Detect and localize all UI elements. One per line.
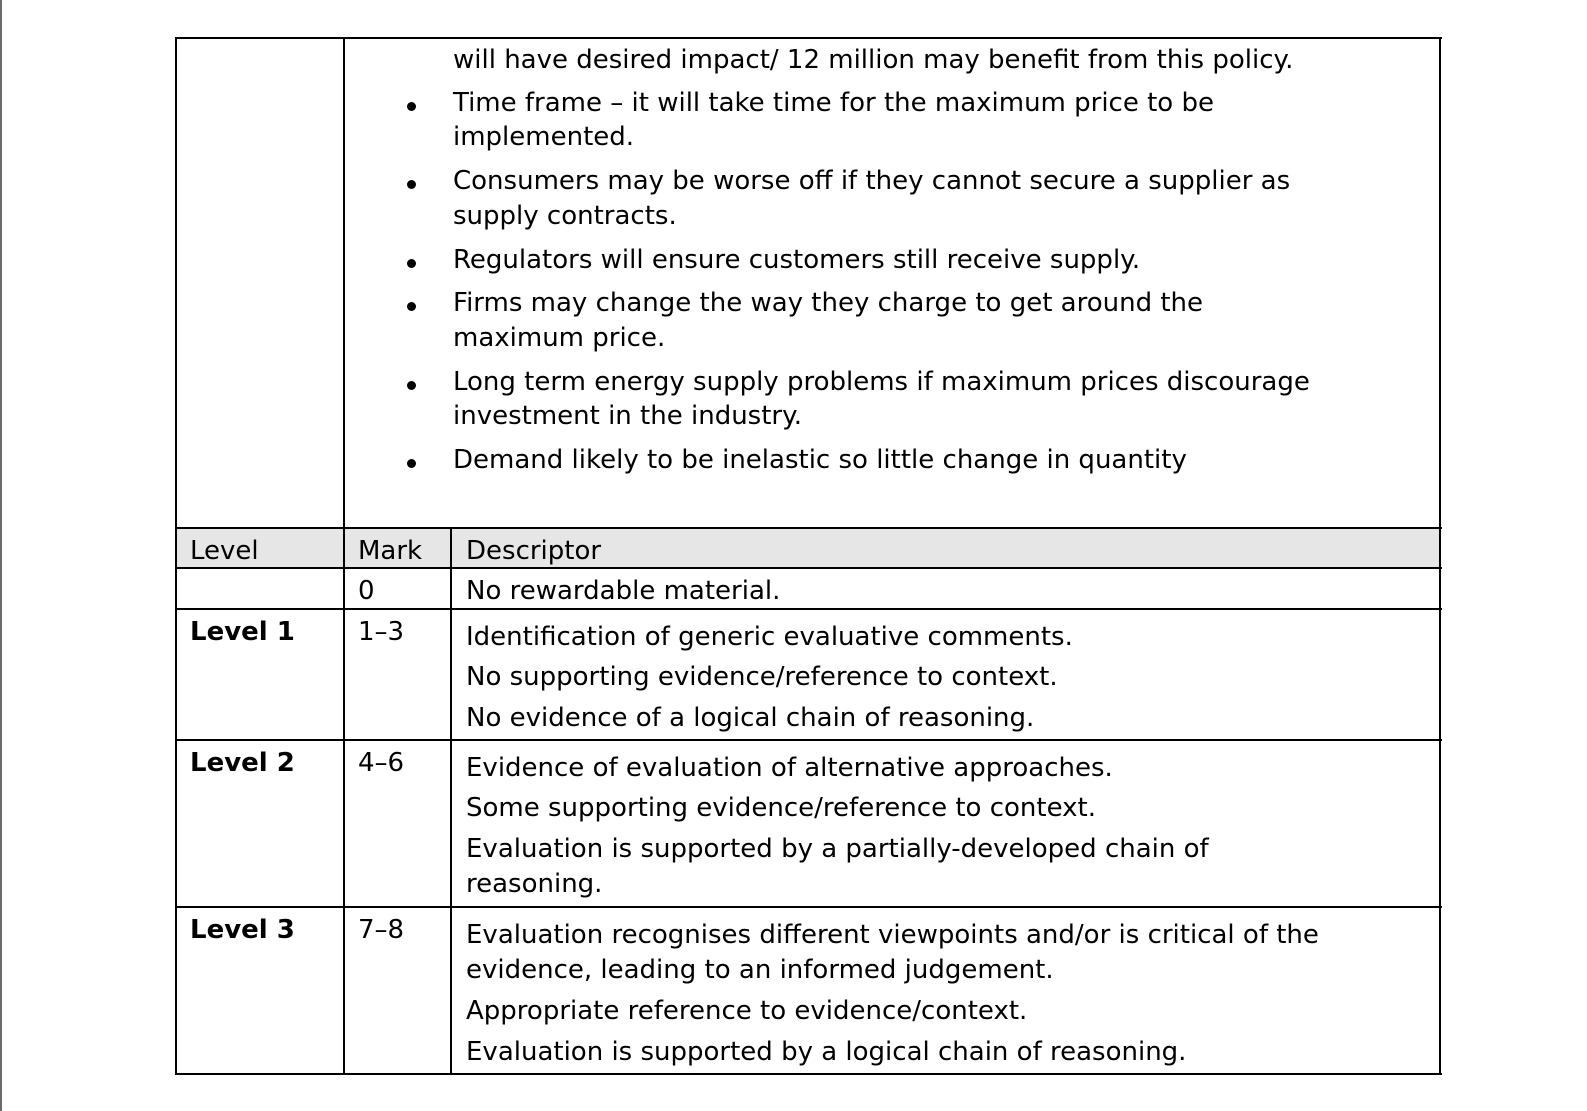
bullet-item-text: Regulators will ensure customers still r… — [453, 245, 1141, 275]
row-descriptor-text: Identification of generic evaluative com… — [466, 622, 1073, 652]
row-level: Level 3 — [190, 915, 295, 945]
bullet-icon — [407, 180, 416, 189]
page-edge — [0, 0, 2, 1111]
row-mark: 4–6 — [358, 748, 405, 778]
bullet-continued-text: will have desired impact/ 12 million may… — [453, 45, 1294, 75]
header-level: Level — [190, 536, 259, 566]
row-descriptor-text: reasoning. — [466, 869, 603, 899]
table-border — [176, 1073, 1442, 1075]
table-border — [176, 527, 1442, 529]
table-border — [176, 567, 1442, 569]
bullet-icon — [407, 259, 416, 268]
bullet-item-text: Time frame – it will take time for the m… — [453, 88, 1214, 118]
table-border — [176, 739, 1442, 741]
row-level: Level 2 — [190, 748, 295, 778]
row-mark: 1–3 — [358, 617, 405, 647]
bullet-item-text: Firms may change the way they charge to … — [453, 288, 1204, 318]
row-descriptor-text: Evaluation is supported by a logical cha… — [466, 1037, 1187, 1067]
bullet-item-text: implemented. — [453, 122, 635, 152]
row-descriptor-text: Evaluation recognises different viewpoin… — [466, 920, 1319, 950]
table-border — [176, 37, 1442, 39]
bullet-icon — [407, 381, 416, 390]
header-mark: Mark — [358, 536, 423, 566]
row-descriptor-text: No evidence of a logical chain of reason… — [466, 703, 1035, 733]
bullet-item-text: supply contracts. — [453, 201, 677, 231]
table-border — [1439, 37, 1441, 1075]
bullet-item-text: Consumers may be worse off if they canno… — [453, 166, 1291, 196]
bullet-item-text: Long term energy supply problems if maxi… — [453, 367, 1310, 397]
header-descriptor: Descriptor — [466, 536, 602, 566]
row-descriptor-text: Evaluation is supported by a partially-d… — [466, 834, 1209, 864]
row-descriptor-text: Some supporting evidence/reference to co… — [466, 793, 1096, 823]
row-descriptor-text: Appropriate reference to evidence/contex… — [466, 996, 1028, 1026]
row-level: Level 1 — [190, 617, 295, 647]
bullet-item-text: Demand likely to be inelastic so little … — [453, 445, 1187, 475]
row-mark: 7–8 — [358, 915, 405, 945]
row-descriptor-text: Evidence of evaluation of alternative ap… — [466, 753, 1113, 783]
row-descriptor-text: evidence, leading to an informed judgeme… — [466, 955, 1054, 985]
bullet-icon — [407, 102, 416, 111]
table-border — [175, 37, 177, 1075]
row-mark: 0 — [358, 576, 375, 606]
row-descriptor-text: No rewardable material. — [466, 576, 781, 606]
table-border — [450, 528, 452, 1075]
table-header-background — [177, 529, 1440, 568]
table-border — [343, 37, 345, 1075]
bullet-icon — [407, 302, 416, 311]
row-descriptor-text: No supporting evidence/reference to cont… — [466, 662, 1058, 692]
bullet-item-text: investment in the industry. — [453, 401, 803, 431]
table-border — [176, 906, 1442, 908]
bullet-icon — [407, 459, 416, 468]
bullet-item-text: maximum price. — [453, 323, 666, 353]
table-border — [176, 608, 1442, 610]
